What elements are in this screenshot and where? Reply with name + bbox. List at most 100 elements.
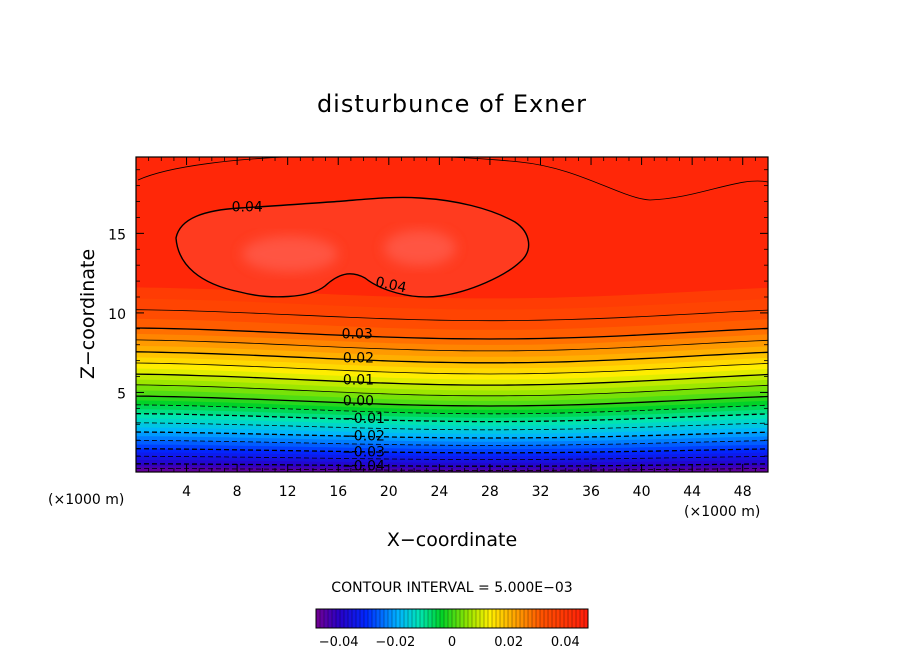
contour-label-5: 0.00 (343, 393, 374, 409)
colorbar-swatch (460, 609, 465, 628)
contour-label-3: 0.02 (343, 350, 374, 366)
colorbar-swatch (492, 609, 497, 628)
colorbar-swatch (508, 609, 513, 628)
colorbar-swatch (564, 609, 569, 628)
colorbar-frame (315, 608, 589, 629)
colorbar-swatch (516, 609, 521, 628)
contour-label-7: −0.02 (342, 428, 385, 444)
colorbar-swatch (528, 609, 533, 628)
colorbar-swatch (472, 609, 477, 628)
colorbar-swatch (432, 609, 437, 628)
colorbar-swatch (440, 609, 445, 628)
colorbar-swatch (360, 609, 365, 628)
colorbar-swatch (372, 609, 377, 628)
colorbar-swatch (452, 609, 457, 628)
peak-region-right (384, 230, 456, 266)
colorbar-swatch (520, 609, 525, 628)
contour-line--0.03 (136, 448, 768, 454)
colorbar-swatch (556, 609, 561, 628)
colorbar-swatch (408, 609, 413, 628)
colorbar-swatch (572, 609, 577, 628)
band--0.045 (136, 468, 768, 472)
colorbar-swatch (352, 609, 357, 628)
peak-region-left (242, 236, 338, 272)
contour-line-0.015 (136, 362, 768, 375)
y-axis-title: Z−coordinate (77, 249, 99, 379)
colorbar-swatch (580, 609, 585, 628)
contour-label-1: 0.04 (374, 274, 408, 296)
colorbar-tick-label-1: −0.02 (375, 635, 415, 650)
x-axis-title: X−coordinate (387, 529, 517, 551)
contour-label-9: −0.04 (342, 459, 385, 475)
x-tick-label-48: 48 (734, 484, 752, 500)
colorbar-swatch (464, 609, 469, 628)
y-axis-ticks: 5 10 15 (108, 169, 768, 457)
x-tick-label-12: 12 (279, 484, 297, 500)
colorbar-swatch (536, 609, 541, 628)
colorbar-swatch (344, 609, 349, 628)
colorbar-swatch (336, 609, 341, 628)
colorbar-swatch (376, 609, 381, 628)
colorbar-swatch (468, 609, 473, 628)
colorbar-swatch (428, 609, 433, 628)
high-region-0.04 (176, 197, 529, 297)
colorbar-swatch (496, 609, 501, 628)
contour-labels: 0.04 0.04 0.03 0.02 0.01 0.00 −0.01−0.02−0.03−… (232, 199, 408, 474)
colorbar-swatch (340, 609, 345, 628)
colorbar-swatch (476, 609, 481, 628)
contour-line--0.025 (136, 440, 768, 446)
colorbar-swatch (368, 609, 373, 628)
colorbar (315, 609, 589, 628)
colorbar-swatch (348, 609, 353, 628)
contour-label-0: 0.04 (232, 199, 263, 215)
x-tick-label-20: 20 (380, 484, 398, 500)
x-tick-label-44: 44 (683, 484, 701, 500)
colorbar-swatch (392, 609, 397, 628)
colorbar-swatch (512, 609, 517, 628)
colorbar-swatch (548, 609, 553, 628)
colorbar-swatch (324, 609, 329, 628)
colorbar-swatch (532, 609, 537, 628)
colorbar-swatch (320, 609, 325, 628)
contour-line-0.01 (136, 373, 768, 386)
contour-interval-note: CONTOUR INTERVAL = 5.000E−03 (331, 580, 572, 596)
colorbar-swatch (444, 609, 449, 628)
x-tick-label-4: 4 (182, 484, 191, 500)
colorbar-swatch (388, 609, 393, 628)
x-axis-ticks: 4 8 12 16 20 24 28 32 36 40 44 48 (148, 157, 756, 500)
colorbar-swatch (500, 609, 505, 628)
colorbar-tick-label-3: 0.02 (494, 635, 523, 650)
contour-line-0.005 (136, 384, 768, 397)
colorbar-tick-labels: −0.04 −0.02 0 0.02 0.04 (319, 635, 580, 650)
colorbar-swatch (480, 609, 485, 628)
colorbar-swatch (404, 609, 409, 628)
colorbar-swatch (316, 609, 321, 628)
colorbar-swatch (560, 609, 565, 628)
colorbar-swatch (436, 609, 441, 628)
contour-line-0.04 (175, 196, 530, 298)
contour-line-0 (136, 395, 768, 407)
colorbar-swatch (424, 609, 429, 628)
colorbar-swatch (412, 609, 417, 628)
colorbar-swatch (364, 609, 369, 628)
plot-area (136, 157, 768, 472)
colorbar-swatch (448, 609, 453, 628)
x-tick-label-36: 36 (582, 484, 600, 500)
colorbar-swatch (484, 609, 489, 628)
contour-label-8: −0.03 (342, 444, 385, 460)
contour-line--0.015 (136, 422, 768, 431)
colorbar-tick-label-0: −0.04 (319, 635, 359, 650)
colorbar-swatch (380, 609, 385, 628)
colorbar-swatch (584, 609, 589, 628)
chart-title: disturbunce of Exner (317, 90, 587, 118)
contour-label-2: 0.03 (342, 327, 373, 343)
x-tick-label-8: 8 (233, 484, 242, 500)
contour-label-6: −0.01 (342, 411, 385, 427)
contour-line--0.01 (136, 412, 768, 423)
colorbar-swatch (328, 609, 333, 628)
contour-line--0.035 (136, 455, 768, 460)
colorbar-swatch (488, 609, 493, 628)
colorbar-tick-label-2: 0 (448, 635, 456, 650)
contour-line-0.035-top (137, 157, 768, 201)
